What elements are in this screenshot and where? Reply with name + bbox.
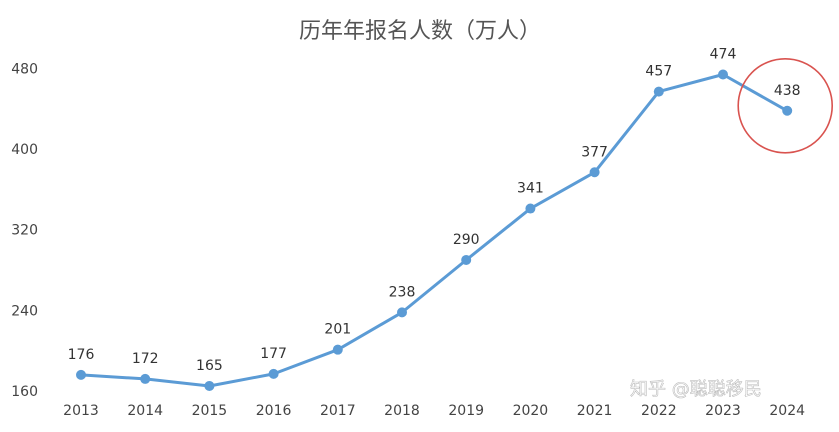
data-point xyxy=(397,307,407,318)
data-point xyxy=(782,105,793,116)
x-tick-label: 2018 xyxy=(384,403,420,419)
data-label: 438 xyxy=(774,83,801,99)
data-label: 474 xyxy=(710,46,737,62)
y-tick-label: 320 xyxy=(11,223,38,239)
data-label: 172 xyxy=(132,351,159,367)
data-label: 457 xyxy=(645,64,672,80)
series-line xyxy=(79,73,789,388)
highlight-circle xyxy=(737,57,834,154)
x-tick-label: 2015 xyxy=(192,403,228,419)
x-tick-label: 2023 xyxy=(705,403,741,419)
y-tick-label: 240 xyxy=(11,303,38,319)
data-point xyxy=(140,373,151,384)
x-tick-label: 2016 xyxy=(256,403,292,419)
y-axis: 160 240 320 400 480 xyxy=(11,61,38,400)
data-label: 165 xyxy=(196,358,223,374)
data-point xyxy=(332,344,343,355)
data-point xyxy=(76,369,86,380)
data-point xyxy=(204,380,215,391)
data-label: 341 xyxy=(517,181,544,197)
data-points xyxy=(76,69,793,391)
watermark: 知乎 @聪聪移民 xyxy=(630,379,762,400)
chart-title: 历年年报名人数（万人） xyxy=(299,19,541,44)
data-point xyxy=(268,368,279,379)
data-label: 201 xyxy=(324,322,351,338)
data-label: 238 xyxy=(389,284,416,300)
data-point xyxy=(718,69,728,80)
x-tick-label: 2024 xyxy=(769,403,805,419)
x-tick-label: 2019 xyxy=(448,403,484,419)
x-tick-label: 2013 xyxy=(63,403,99,419)
data-label: 176 xyxy=(68,347,95,363)
y-tick-label: 400 xyxy=(11,142,38,158)
x-tick-label: 2017 xyxy=(320,403,356,419)
data-point xyxy=(653,86,664,97)
y-tick-label: 480 xyxy=(11,61,38,77)
data-label: 177 xyxy=(260,346,287,362)
x-tick-label: 2021 xyxy=(577,403,613,419)
x-tick-label: 2020 xyxy=(513,403,549,419)
data-labels: 176 172 165 177 201 238 290 341 377 457 474 438 xyxy=(68,46,801,373)
x-axis: 2013 2014 2015 2016 2017 2018 2019 2020 2021 2022… xyxy=(63,403,805,419)
y-tick-label: 160 xyxy=(11,384,38,400)
data-point xyxy=(525,203,536,214)
data-label: 290 xyxy=(453,232,480,248)
data-point xyxy=(461,254,472,265)
x-tick-label: 2014 xyxy=(127,403,163,419)
data-point xyxy=(589,167,600,178)
data-label: 377 xyxy=(581,144,608,160)
x-tick-label: 2022 xyxy=(641,403,677,419)
